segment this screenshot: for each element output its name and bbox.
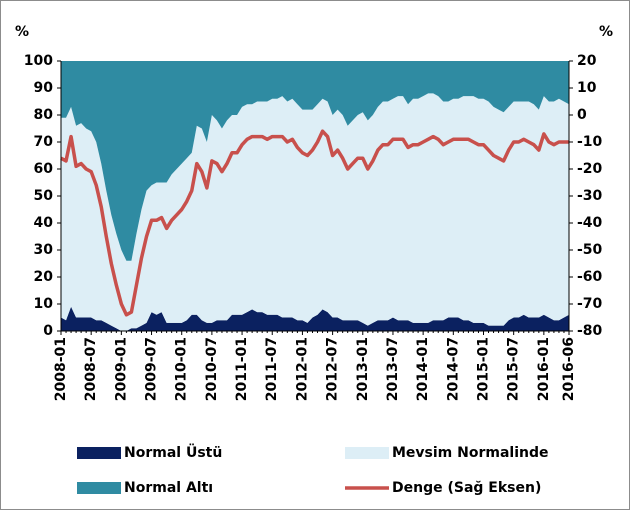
x-tick-label: 2011-01 — [234, 337, 250, 401]
y-tick-label: 10 — [34, 296, 54, 312]
y2-tick-label: -60 — [577, 269, 603, 285]
x-tick-label: 2008-01 — [53, 337, 69, 401]
y-axis-label: % — [15, 24, 29, 40]
x-tick-label: 2013-01 — [355, 337, 371, 401]
y-tick-label: 70 — [34, 134, 54, 150]
legend-label: Mevsim Normalinde — [392, 445, 549, 461]
legend-swatch — [77, 447, 121, 459]
x-tick-label: 2009-01 — [113, 337, 129, 401]
x-tick-label: 2014-01 — [415, 337, 431, 401]
x-tick-label: 2012-07 — [325, 337, 341, 401]
x-tick-label: 2008-07 — [83, 337, 99, 401]
x-tick-label: 2012-01 — [294, 337, 310, 401]
x-tick-label: 2016-06 — [561, 337, 577, 401]
y-tick-label: 0 — [43, 323, 53, 339]
x-tick-label: 2015-01 — [475, 337, 491, 401]
area — [61, 61, 569, 261]
y2-tick-label: -10 — [577, 134, 603, 150]
x-tick-label: 2014-07 — [445, 337, 461, 401]
x-tick-label: 2010-07 — [204, 337, 220, 401]
y-tick-label: 60 — [34, 161, 54, 177]
x-tick-label: 2011-07 — [264, 337, 280, 401]
y-tick-label: 40 — [34, 215, 54, 231]
y-tick-label: 100 — [24, 53, 53, 69]
legend-label: Normal Üstü — [124, 443, 222, 461]
y-tick-label: 90 — [34, 80, 54, 96]
y-tick-label: 80 — [34, 107, 54, 123]
x-tick-label: 2013-07 — [385, 337, 401, 401]
y2-tick-label: 20 — [577, 53, 597, 69]
y2-tick-label: -70 — [577, 296, 603, 312]
y-tick-label: 20 — [34, 269, 54, 285]
y2-tick-label: -80 — [577, 323, 603, 339]
legend-swatch — [345, 447, 389, 459]
y2-tick-label: 10 — [577, 80, 597, 96]
area — [61, 306, 569, 331]
x-tick-label: 2010-01 — [174, 337, 190, 401]
legend-label: Denge (Sağ Eksen) — [392, 480, 541, 496]
x-tick-label: 2016-01 — [536, 337, 552, 401]
line — [60, 129, 569, 317]
y2-tick-label: -50 — [577, 242, 603, 258]
legend-label: Normal Altı — [124, 480, 213, 496]
y-tick-label: 30 — [34, 242, 54, 258]
y2-axis-label: % — [599, 24, 613, 40]
y2-tick-label: -20 — [577, 161, 603, 177]
y-tick-label: 50 — [34, 188, 54, 204]
legend-swatch — [77, 482, 121, 494]
x-tick-label: 2015-07 — [506, 337, 522, 401]
x-tick-label: 2009-07 — [144, 337, 160, 401]
y2-tick-label: -30 — [577, 188, 603, 204]
y2-tick-label: -40 — [577, 215, 603, 231]
y2-tick-label: 0 — [577, 107, 587, 123]
area — [61, 93, 569, 332]
